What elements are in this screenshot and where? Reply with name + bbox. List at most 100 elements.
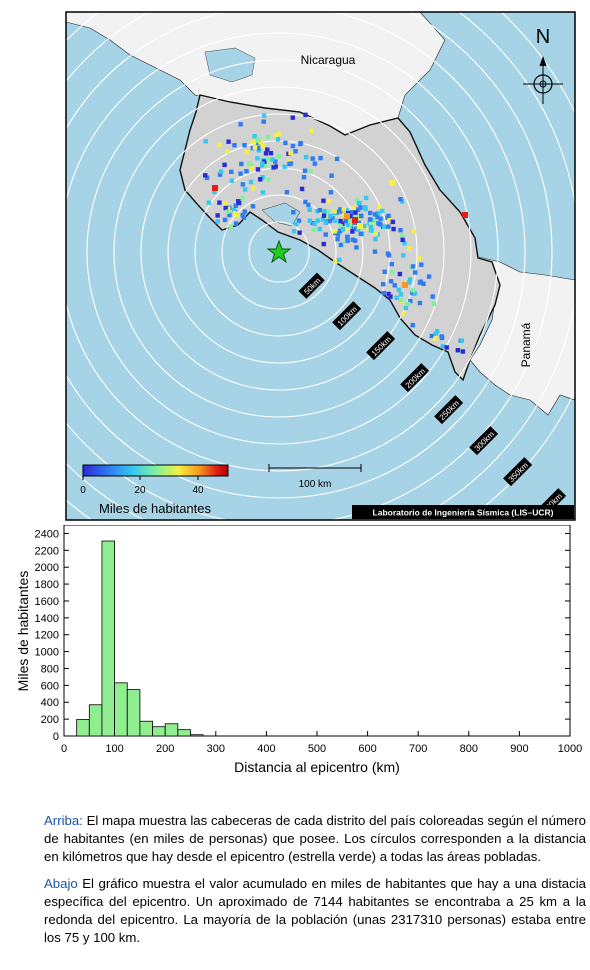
district-marker bbox=[225, 209, 231, 214]
district-marker bbox=[284, 189, 290, 195]
histogram-bar bbox=[177, 729, 191, 737]
district-marker bbox=[400, 237, 405, 243]
district-marker bbox=[460, 349, 466, 354]
district-marker bbox=[236, 200, 242, 206]
district-marker bbox=[382, 269, 387, 274]
district-marker bbox=[363, 206, 368, 212]
histogram-bar bbox=[139, 720, 153, 737]
y-tick-label: 2000 bbox=[35, 562, 59, 574]
credit-text: Laboratorio de Ingeniería Sísmica (LIS–U… bbox=[373, 508, 554, 518]
district-marker bbox=[222, 217, 228, 223]
district-marker bbox=[240, 182, 246, 187]
district-marker bbox=[439, 335, 445, 341]
district-marker bbox=[223, 205, 228, 211]
district-marker bbox=[283, 140, 288, 146]
colorbar: 0 20 40 Miles de habitantes bbox=[80, 464, 229, 516]
distance-rings bbox=[66, 12, 575, 520]
district-marker bbox=[396, 287, 402, 293]
distance-histogram: 0 100 200 300 400 500 600 700 800 900 1000 0 200 400 6… bbox=[15, 524, 582, 775]
caption-lead-bottom: Abajo bbox=[44, 876, 78, 892]
district-marker bbox=[356, 220, 362, 226]
district-marker bbox=[421, 281, 426, 286]
district-marker bbox=[249, 166, 254, 171]
district-marker bbox=[307, 207, 312, 213]
gulf-of-nicoya bbox=[261, 202, 301, 227]
district-marker bbox=[260, 174, 265, 180]
district-marker bbox=[260, 144, 266, 149]
district-marker bbox=[372, 249, 378, 254]
district-marker bbox=[341, 207, 346, 212]
district-marker bbox=[392, 283, 397, 288]
district-marker bbox=[204, 175, 210, 181]
district-marker bbox=[291, 228, 297, 234]
district-marker bbox=[459, 338, 464, 344]
district-marker bbox=[385, 251, 391, 256]
district-marker bbox=[235, 213, 240, 218]
district-marker bbox=[217, 172, 223, 177]
district-marker bbox=[225, 206, 231, 211]
district-marker bbox=[329, 173, 334, 178]
district-marker bbox=[229, 169, 234, 175]
district-marker bbox=[333, 259, 338, 264]
district-marker bbox=[338, 224, 343, 229]
district-marker bbox=[386, 224, 391, 229]
district-marker bbox=[338, 242, 344, 248]
district-marker bbox=[320, 217, 325, 222]
district-marker bbox=[367, 217, 373, 222]
district-marker bbox=[246, 161, 252, 166]
district-marker bbox=[402, 241, 407, 246]
district-marker bbox=[407, 277, 413, 282]
district-marker bbox=[359, 213, 364, 219]
histogram-bar bbox=[76, 719, 90, 737]
district-marker bbox=[222, 201, 228, 206]
district-marker bbox=[229, 178, 235, 183]
district-marker bbox=[243, 187, 248, 192]
district-marker bbox=[306, 202, 311, 208]
district-marker bbox=[444, 345, 449, 350]
map-panel: 50km 100km 150km 200km 250km 300km 350km… bbox=[65, 11, 576, 521]
district-marker bbox=[212, 185, 218, 191]
district-marker bbox=[335, 232, 341, 237]
district-marker bbox=[233, 221, 239, 226]
north-arrow-icon: N bbox=[523, 26, 563, 104]
district-marker bbox=[218, 169, 224, 174]
district-marker bbox=[345, 238, 350, 243]
district-marker bbox=[217, 200, 222, 205]
district-marker bbox=[330, 216, 335, 221]
district-marker bbox=[323, 232, 328, 237]
district-marker bbox=[350, 237, 356, 242]
district-marker bbox=[263, 151, 269, 156]
district-marker bbox=[217, 142, 222, 147]
country-label-nicaragua: Nicaragua bbox=[301, 53, 356, 67]
district-marker bbox=[311, 227, 317, 233]
district-marker bbox=[355, 197, 360, 203]
district-marker bbox=[398, 297, 404, 303]
district-marker bbox=[358, 231, 364, 237]
y-tick-label: 400 bbox=[41, 697, 59, 709]
district-marker bbox=[307, 218, 312, 223]
district-marker bbox=[402, 282, 408, 288]
district-marker bbox=[410, 290, 415, 296]
district-marker bbox=[334, 156, 340, 162]
district-marker bbox=[400, 311, 406, 317]
district-marker bbox=[408, 298, 413, 304]
district-marker bbox=[343, 227, 349, 232]
district-marker bbox=[240, 212, 245, 218]
x-tick-label: 300 bbox=[207, 743, 225, 755]
district-marker bbox=[293, 149, 298, 154]
district-marker bbox=[389, 180, 395, 186]
district-marker bbox=[238, 171, 243, 176]
district-marker bbox=[347, 217, 353, 223]
district-marker bbox=[333, 218, 338, 224]
district-marker bbox=[327, 218, 333, 224]
district-marker bbox=[462, 212, 468, 218]
district-marker bbox=[238, 122, 243, 127]
district-marker bbox=[410, 322, 416, 328]
district-marker bbox=[399, 233, 405, 238]
district-marker bbox=[232, 143, 237, 148]
district-marker bbox=[317, 226, 322, 232]
colorbar-tick: 40 bbox=[192, 485, 204, 496]
y-tick-label: 2400 bbox=[35, 528, 59, 540]
district-marker bbox=[290, 143, 296, 149]
district-marker bbox=[225, 149, 230, 154]
